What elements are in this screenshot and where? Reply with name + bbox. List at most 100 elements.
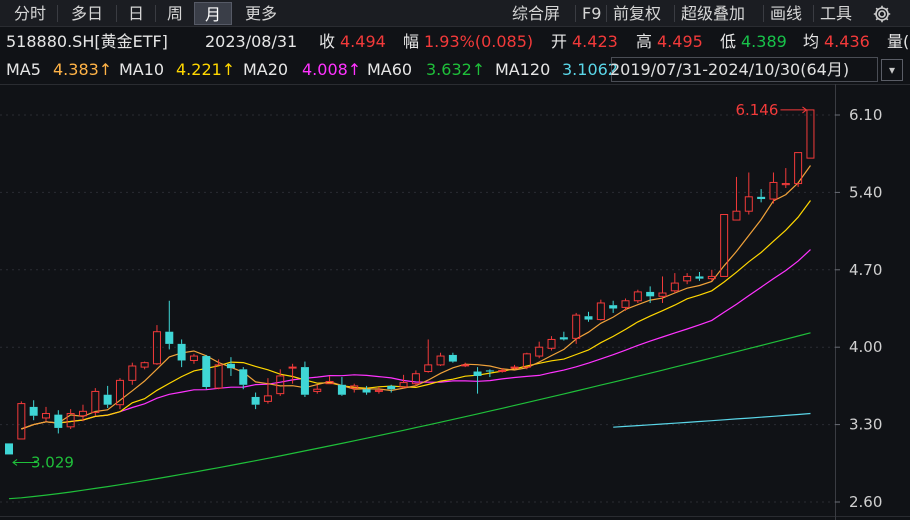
candle[interactable] xyxy=(54,410,63,434)
candle[interactable] xyxy=(609,300,618,313)
candle[interactable] xyxy=(140,361,149,370)
candle[interactable] xyxy=(658,276,667,303)
y-tick-label: 4.70 xyxy=(849,261,882,279)
tab-day[interactable]: 日 xyxy=(127,4,144,23)
candle-body-up xyxy=(152,331,161,365)
candle[interactable] xyxy=(584,311,593,322)
candle[interactable] xyxy=(633,289,642,303)
candle-body-up xyxy=(288,366,297,369)
candle[interactable] xyxy=(485,369,494,378)
candle[interactable] xyxy=(399,374,408,389)
tab-fenshi[interactable]: 分时 xyxy=(13,4,46,23)
candle[interactable] xyxy=(683,273,692,285)
open-label: 开 xyxy=(551,32,568,51)
candle[interactable] xyxy=(66,409,75,430)
candlestick-chart[interactable]: 6.10 5.40 4.70 4.00 3.30 2.60 6.146 3.029 xyxy=(0,84,910,520)
candle[interactable] xyxy=(510,364,519,370)
super-overlay-button[interactable]: 超级叠加 xyxy=(681,4,746,23)
candle[interactable] xyxy=(473,367,482,394)
candle[interactable] xyxy=(670,273,679,294)
candle[interactable] xyxy=(325,375,334,385)
composite-screen-button[interactable]: 综合屏 xyxy=(512,4,561,23)
tab-multiday[interactable]: 多日 xyxy=(70,4,103,23)
candle-body-up xyxy=(732,210,741,221)
candle[interactable] xyxy=(5,443,13,455)
candle-body-up xyxy=(522,353,531,368)
candle[interactable] xyxy=(498,368,507,373)
candle[interactable] xyxy=(189,353,198,364)
candle[interactable] xyxy=(411,370,420,386)
candle-body-up xyxy=(66,413,75,428)
candle[interactable] xyxy=(535,341,544,359)
candle[interactable] xyxy=(128,362,137,385)
candle[interactable] xyxy=(362,385,371,395)
y-tick-label: 3.30 xyxy=(849,416,882,434)
candle[interactable] xyxy=(757,189,766,203)
candle[interactable] xyxy=(596,299,605,321)
candle[interactable] xyxy=(29,400,38,421)
candle[interactable] xyxy=(300,361,309,397)
candle[interactable] xyxy=(720,214,729,277)
candle[interactable] xyxy=(41,406,50,422)
candle[interactable] xyxy=(202,354,211,390)
candle-body-up xyxy=(115,379,124,406)
candle[interactable] xyxy=(806,109,815,159)
ma60-line xyxy=(8,332,811,500)
candle-body-up xyxy=(276,375,285,395)
candle[interactable] xyxy=(91,388,100,416)
candle-body-up xyxy=(78,410,87,417)
chart-background xyxy=(0,84,910,520)
candle[interactable] xyxy=(165,300,174,350)
candle[interactable] xyxy=(276,369,285,396)
candle[interactable] xyxy=(559,331,568,341)
ma20-label: MA20 xyxy=(243,60,289,79)
candle[interactable] xyxy=(732,176,741,221)
candle-body-up xyxy=(572,314,581,339)
candle[interactable] xyxy=(263,378,272,404)
candle[interactable] xyxy=(288,363,297,384)
candle[interactable] xyxy=(374,387,383,394)
draw-line-button[interactable]: 画线 xyxy=(770,4,803,23)
tab-week[interactable]: 周 xyxy=(166,4,183,23)
y-tick-label: 4.00 xyxy=(849,338,882,356)
candle[interactable] xyxy=(744,172,753,215)
candle[interactable] xyxy=(177,339,186,368)
tab-more[interactable]: 更多 xyxy=(244,4,277,23)
range-toggle[interactable]: ▾ xyxy=(881,59,903,81)
candle[interactable] xyxy=(214,359,223,390)
candle[interactable] xyxy=(226,357,235,376)
candle[interactable] xyxy=(103,385,112,409)
candle[interactable] xyxy=(461,362,470,368)
candle[interactable] xyxy=(239,367,248,390)
candle-body-down xyxy=(226,363,235,369)
candle-body-down xyxy=(362,389,371,393)
candle[interactable] xyxy=(251,392,260,410)
candle[interactable] xyxy=(769,172,778,204)
candle[interactable] xyxy=(547,336,556,351)
candle[interactable] xyxy=(781,168,790,188)
candle[interactable] xyxy=(436,352,445,366)
candle[interactable] xyxy=(646,286,655,303)
candle[interactable] xyxy=(522,352,531,370)
candle[interactable] xyxy=(78,404,87,422)
candle[interactable] xyxy=(794,152,803,187)
date-range-box[interactable] xyxy=(611,57,878,82)
tab-month[interactable]: 月 xyxy=(194,2,232,25)
candle[interactable] xyxy=(448,352,457,363)
candle[interactable] xyxy=(695,272,704,281)
candle[interactable] xyxy=(152,325,161,365)
tools-button[interactable]: 工具 xyxy=(820,4,853,23)
candle[interactable] xyxy=(424,339,433,373)
settings-button[interactable] xyxy=(872,2,894,25)
candle[interactable] xyxy=(337,377,346,396)
candle[interactable] xyxy=(387,384,396,393)
candle[interactable] xyxy=(17,401,26,440)
candle[interactable] xyxy=(572,312,581,344)
candle[interactable] xyxy=(313,384,322,394)
candle[interactable] xyxy=(621,298,630,311)
f9-button[interactable]: F9 xyxy=(582,4,602,23)
candle[interactable] xyxy=(350,383,359,393)
forward-adjust-button[interactable]: 前复权 xyxy=(613,4,662,23)
candle[interactable] xyxy=(115,378,124,410)
candle[interactable] xyxy=(707,269,716,281)
